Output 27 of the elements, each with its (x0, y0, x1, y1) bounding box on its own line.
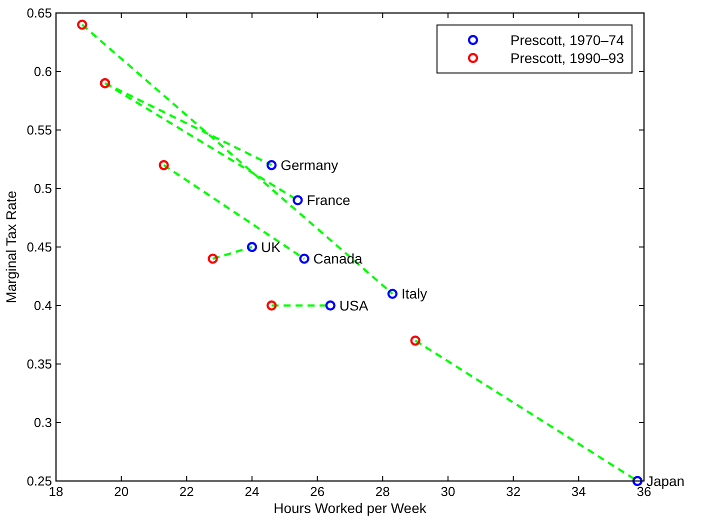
x-tick-label: 26 (310, 484, 325, 499)
y-tick-label: 0.35 (26, 356, 52, 372)
y-tick-label: 0.4 (34, 298, 52, 314)
y-tick-label: 0.45 (26, 240, 52, 255)
x-tick-label: 34 (571, 484, 586, 499)
y-tick-label: 0.3 (34, 415, 52, 430)
x-tick-label: 20 (114, 484, 129, 499)
y-tick-label: 0.55 (26, 122, 52, 138)
legend-label: Prescott, 1970–74 (510, 32, 624, 48)
y-tick-label: 0.65 (26, 6, 52, 21)
annotation: UK (261, 238, 282, 255)
annotation: Canada (313, 250, 363, 267)
annotation: Italy (401, 286, 428, 302)
x-tick-label: 30 (440, 484, 456, 499)
annotation: France (306, 192, 351, 208)
y-axis-title: Marginal Tax Rate (3, 190, 19, 304)
annotation: USA (339, 297, 369, 314)
annotation: Germany (280, 157, 338, 173)
y-tick-label: 0.5 (34, 181, 52, 196)
x-tick-label: 28 (375, 484, 390, 499)
y-tick-label: 0.6 (34, 64, 52, 80)
annotation: Japan (646, 472, 685, 489)
x-tick-label: 24 (244, 484, 260, 499)
x-tick-label: 22 (179, 484, 194, 499)
x-tick-label: 32 (506, 484, 521, 499)
legend-label: Prescott, 1990–93 (510, 50, 624, 66)
x-axis-title: Hours Worked per Week (274, 500, 428, 516)
